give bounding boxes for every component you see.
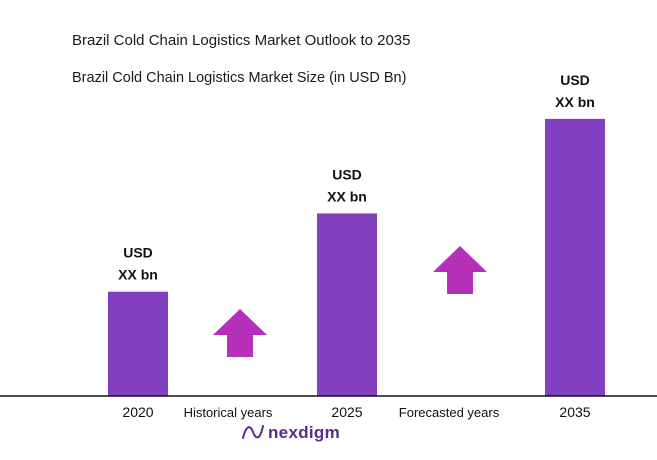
period-label: Historical years: [184, 405, 273, 420]
growth-arrows-group: [213, 246, 487, 357]
bar-value-label: USD: [332, 166, 362, 182]
bars-group: [108, 118, 605, 397]
x-tick-labels: 2020 2025 2035: [122, 404, 590, 420]
growth-arrow-icon: [213, 309, 267, 357]
growth-arrow-icon: [433, 246, 487, 294]
bar-value-label: XX bn: [327, 188, 367, 204]
period-label: Forecasted years: [399, 405, 500, 420]
period-labels: Historical years Forecasted years: [184, 405, 500, 420]
x-tick-label: 2020: [122, 404, 153, 420]
bar-2025: [317, 213, 377, 396]
x-tick-label: 2025: [331, 404, 362, 420]
x-tick-label: 2035: [559, 404, 590, 420]
nexdigm-logo-icon: [242, 425, 264, 439]
value-labels-group: USD XX bn USD XX bn USD XX bn: [118, 72, 595, 283]
chart-title: Brazil Cold Chain Logistics Market Outlo…: [72, 32, 411, 49]
bar-value-label: XX bn: [118, 267, 158, 283]
bar-value-label: XX bn: [555, 94, 595, 110]
brand-name: nexdigm: [268, 423, 340, 442]
bar-value-label: USD: [123, 245, 153, 261]
bar-value-label: USD: [560, 72, 590, 88]
bar-2035: [545, 118, 605, 397]
chart-subtitle: Brazil Cold Chain Logistics Market Size …: [72, 70, 406, 86]
bar-2020: [108, 291, 168, 396]
brand-logo: nexdigm: [242, 423, 340, 442]
